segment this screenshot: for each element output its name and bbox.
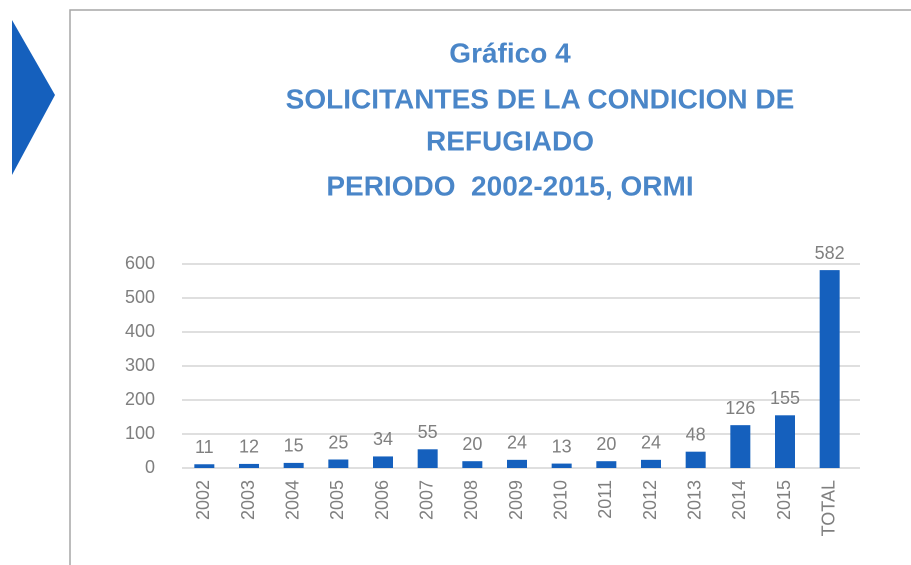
data-label: 25	[328, 432, 348, 452]
x-tick-label: 2012	[640, 480, 660, 520]
x-tick-label: 2009	[506, 480, 526, 520]
x-tick-label: 2006	[372, 480, 392, 520]
frame	[69, 9, 911, 565]
data-label: 20	[462, 434, 482, 454]
y-tick-label: 400	[125, 321, 155, 341]
bar	[551, 463, 572, 468]
bar	[507, 459, 527, 468]
x-tick-label: TOTAL	[818, 480, 838, 536]
data-label: 155	[770, 388, 800, 408]
bar	[641, 459, 661, 468]
x-tick-label: 2003	[238, 480, 258, 520]
x-tick-label: 2005	[327, 480, 347, 520]
bar	[775, 415, 795, 468]
bar	[462, 461, 483, 468]
data-label: 126	[725, 398, 755, 418]
x-tick-label: 2004	[282, 480, 302, 520]
bar	[239, 463, 259, 468]
bar	[730, 425, 751, 468]
y-tick-label: 600	[125, 253, 155, 273]
chart-title: Gráfico 4	[449, 37, 571, 68]
y-tick-label: 500	[125, 287, 155, 307]
y-tick-label: 0	[145, 457, 155, 477]
data-label: 13	[552, 436, 572, 456]
bar	[819, 270, 840, 468]
x-tick-label: 2008	[461, 480, 481, 520]
x-tick-label: 2015	[774, 480, 794, 520]
x-tick-label: 2011	[595, 480, 615, 519]
x-tick-label: 2014	[729, 480, 749, 520]
bar	[283, 462, 304, 468]
data-label: 48	[686, 424, 706, 444]
bar	[328, 459, 349, 468]
x-tick-label: 2013	[684, 480, 704, 520]
arrow-decoration	[12, 20, 55, 175]
chart-title: REFUGIADO	[426, 125, 594, 156]
bar	[596, 461, 617, 468]
data-label: 34	[373, 429, 393, 449]
y-tick-label: 300	[125, 355, 155, 375]
y-tick-label: 100	[125, 423, 155, 443]
bar	[417, 449, 438, 468]
data-label: 55	[418, 422, 438, 442]
x-tick-label: 2002	[193, 480, 213, 520]
bar	[685, 451, 706, 468]
bar	[373, 456, 393, 468]
chart-title: SOLICITANTES DE LA CONDICION DE	[286, 83, 795, 114]
data-label: 12	[239, 437, 259, 457]
data-label: 15	[284, 436, 304, 456]
y-tick-label: 200	[125, 389, 155, 409]
data-label: 20	[596, 434, 616, 454]
x-tick-label: 2010	[550, 480, 570, 520]
data-label: 24	[507, 433, 527, 453]
data-label: 11	[195, 437, 214, 457]
bar	[194, 464, 215, 468]
data-label: 24	[641, 433, 661, 453]
x-tick-label: 2007	[416, 480, 436, 520]
data-label: 582	[815, 243, 845, 263]
chart-title: PERIODO 2002-2015, ORMI	[326, 170, 693, 201]
